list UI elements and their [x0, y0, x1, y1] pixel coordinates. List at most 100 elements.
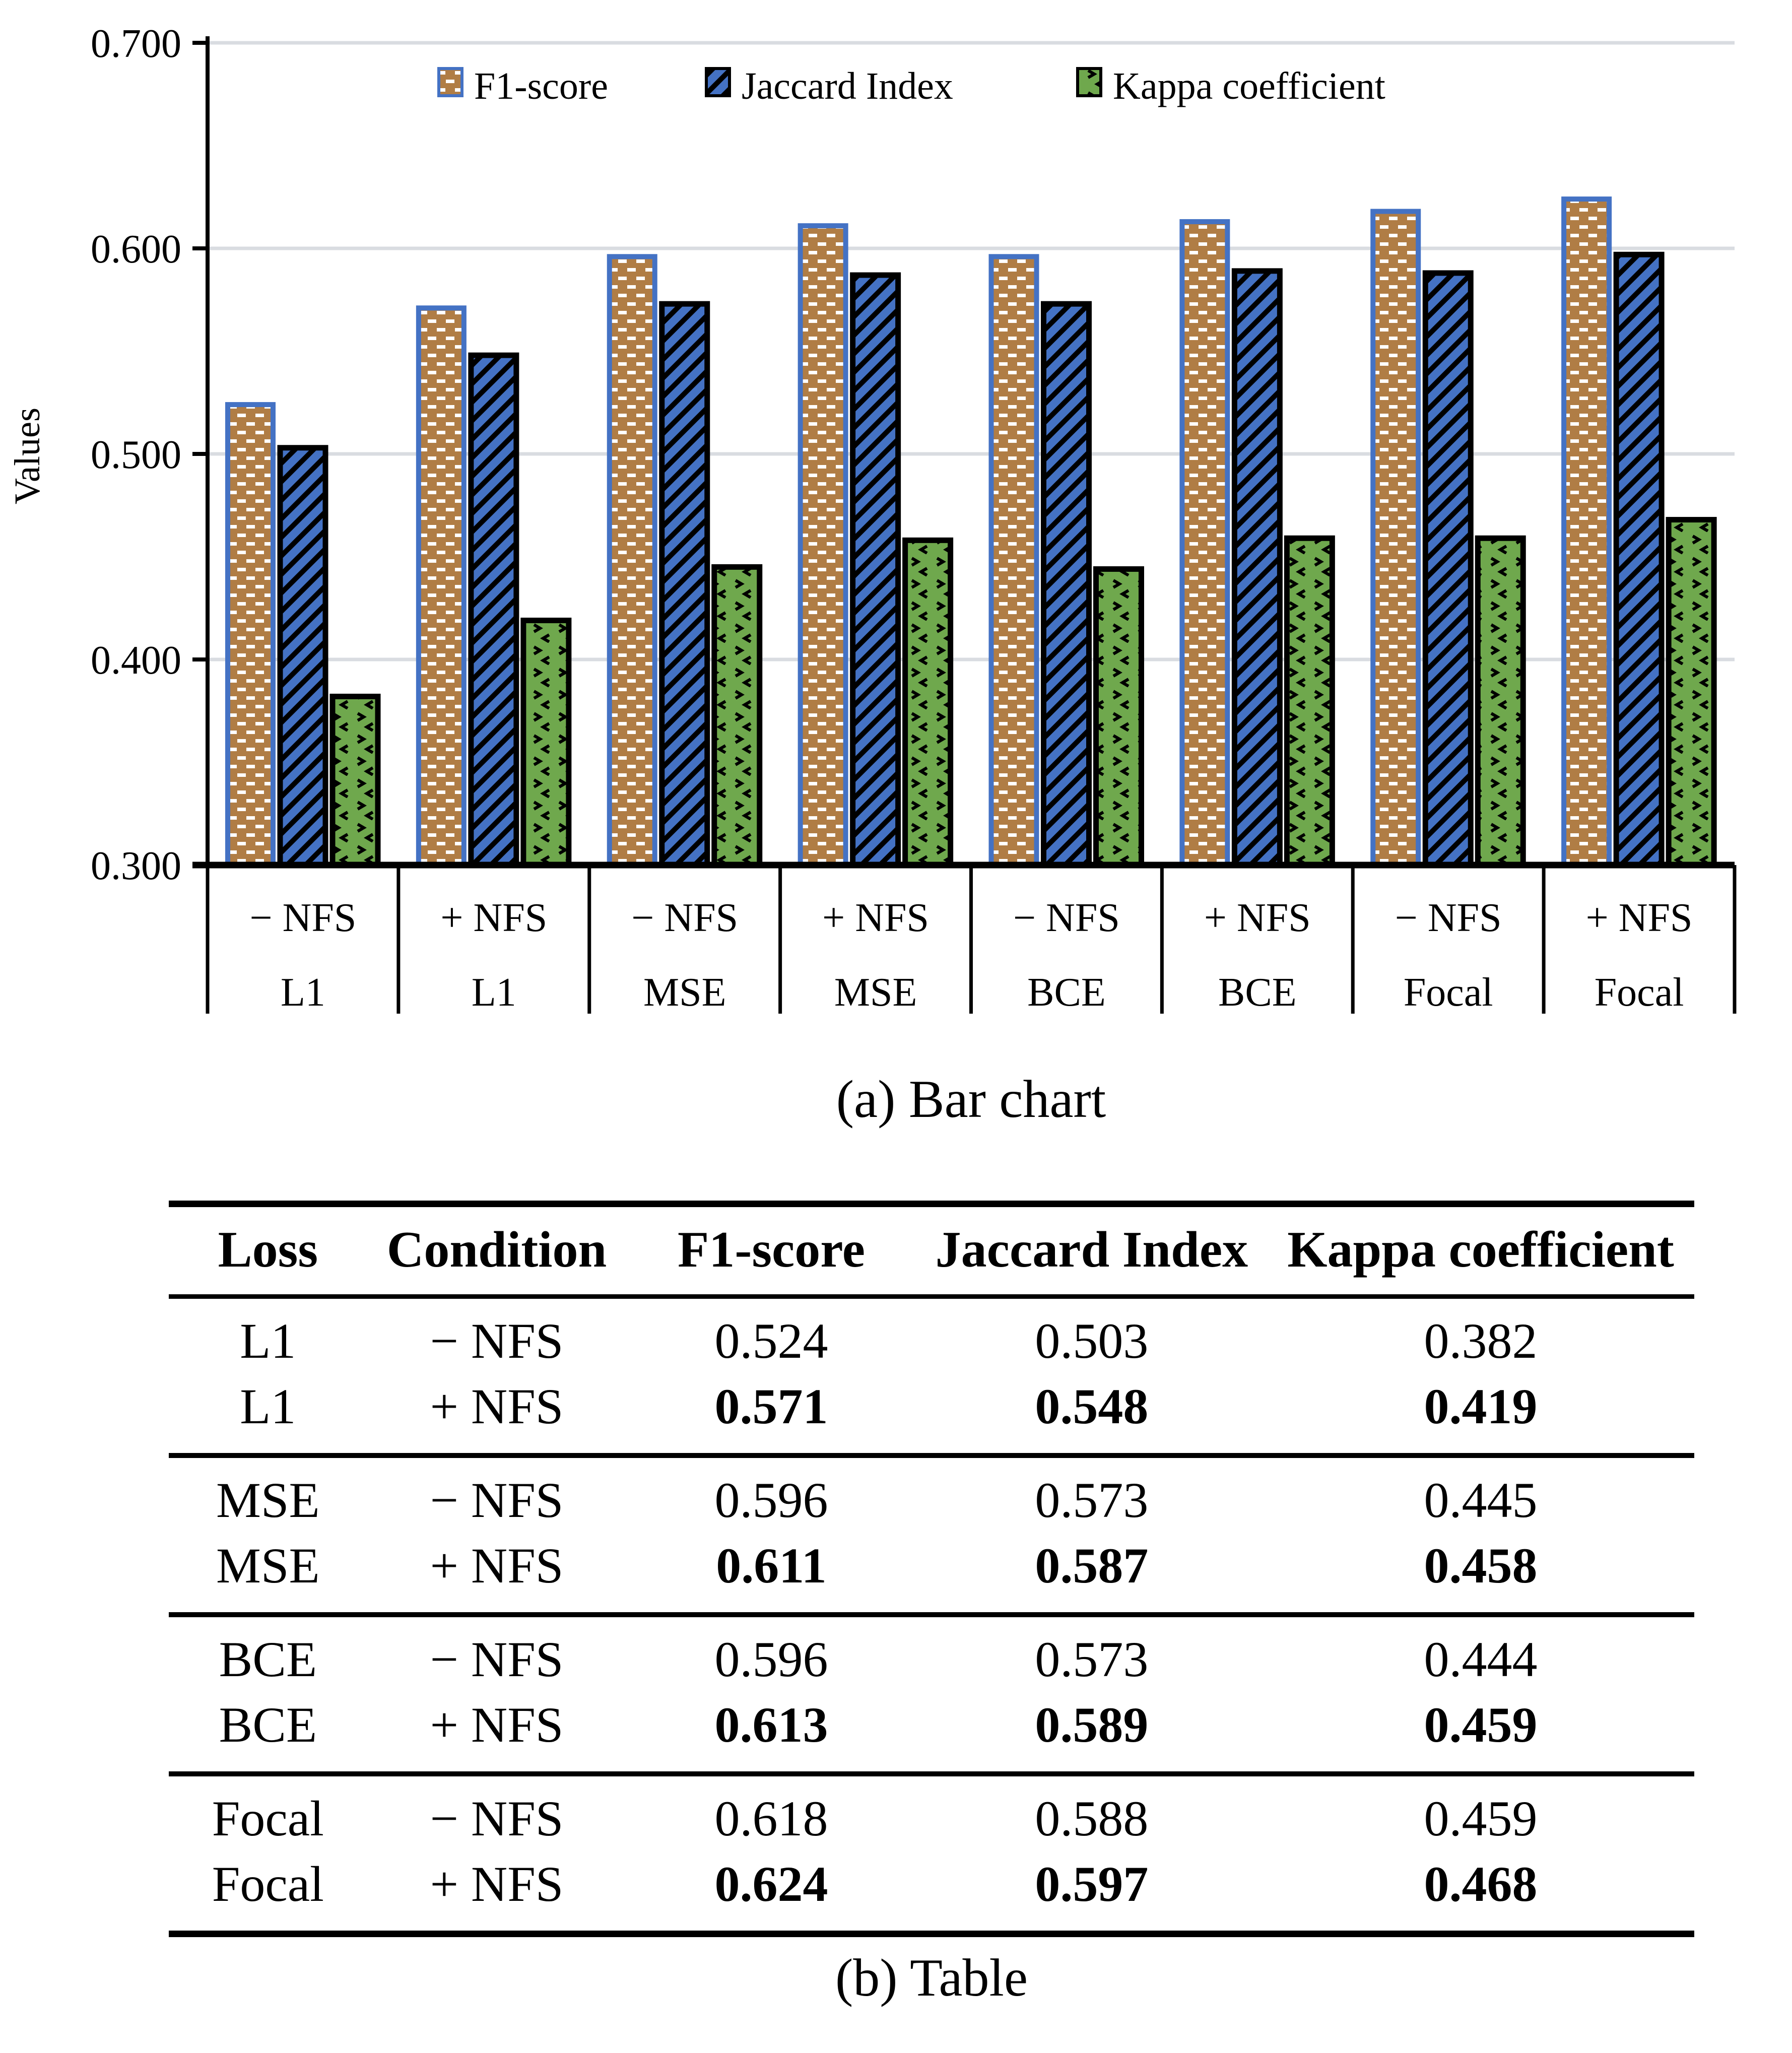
cell-jaccard: 0.588 [1035, 1790, 1149, 1846]
cell-jaccard: 0.573 [1035, 1472, 1149, 1528]
legend-item: Jaccard Index [705, 65, 953, 107]
y-tick-label: 0.500 [91, 433, 181, 477]
bar-f1-score-1 [416, 305, 467, 868]
bar-kappa-coefficient-4 [1093, 566, 1144, 868]
cell-kappa: 0.382 [1424, 1312, 1538, 1369]
cell-condition: + NFS [430, 1856, 564, 1912]
cell-loss: Focal [212, 1790, 324, 1846]
legend-swatch-jaccard-icon [705, 67, 731, 97]
bar-kappa-coefficient-2 [711, 564, 763, 868]
bar-jaccard-index-3 [850, 272, 901, 868]
cell-f1: 0.571 [714, 1378, 828, 1434]
bar-kappa-coefficient-7 [1666, 517, 1717, 868]
category-loss-label: MSE [834, 970, 917, 1015]
table-group-l1: L1 − NFS 0.524 0.503 0.382 L1 + NFS 0.57… [169, 1299, 1694, 1453]
bar-kappa-coefficient-5 [1284, 535, 1335, 868]
bar-jaccard-index-5 [1231, 268, 1283, 868]
cell-kappa: 0.459 [1424, 1790, 1538, 1846]
col-header-loss: Loss [218, 1221, 318, 1278]
cell-loss: BCE [219, 1631, 317, 1687]
col-header-jaccard: Jaccard Index [935, 1221, 1248, 1278]
bar-kappa-coefficient-3 [902, 537, 954, 868]
bar-chart: 0.300 0.400 0.500 0.600 0.700 − NFS L1 + NFS L1 −… [7, 22, 1737, 1015]
legend-label: Kappa coefficient [1113, 65, 1385, 107]
table-group-focal: Focal − NFS 0.618 0.588 0.459 Focal + NF… [169, 1771, 1694, 1931]
bar-f1-score-5 [1179, 219, 1230, 868]
y-tick-label: 0.700 [91, 22, 181, 66]
cell-f1: 0.611 [716, 1537, 827, 1594]
bar-kappa-coefficient-0 [329, 693, 381, 868]
cell-f1: 0.624 [714, 1856, 828, 1912]
caption-bar-chart: (a) Bar chart [836, 1070, 1106, 1129]
category-loss-label: MSE [643, 970, 726, 1015]
cell-kappa: 0.458 [1424, 1537, 1538, 1594]
cell-kappa: 0.445 [1424, 1472, 1538, 1528]
category-condition-label: − NFS [631, 896, 738, 940]
cell-f1: 0.524 [714, 1312, 828, 1369]
cell-condition: + NFS [430, 1378, 564, 1434]
legend-label: F1-score [474, 65, 608, 107]
cell-jaccard: 0.597 [1035, 1856, 1149, 1912]
cell-loss: L1 [240, 1312, 296, 1369]
y-axis-title: Values [7, 408, 47, 504]
cell-jaccard: 0.503 [1035, 1312, 1149, 1369]
table-row: L1 + NFS 0.571 0.548 0.419 [169, 1373, 1694, 1439]
cell-condition: − NFS [430, 1312, 564, 1369]
bar-chart-panel: 0.300 0.400 0.500 0.600 0.700 − NFS L1 + NFS L1 −… [7, 22, 1737, 1015]
y-tick-label: 0.300 [91, 844, 181, 888]
legend-label: Jaccard Index [742, 65, 953, 107]
col-header-kappa: Kappa coefficient [1287, 1221, 1674, 1278]
category-condition-label: + NFS [822, 896, 929, 940]
legend-item: Kappa coefficient [1076, 65, 1385, 107]
cell-loss: L1 [240, 1378, 296, 1434]
col-header-condition: Condition [386, 1221, 607, 1278]
table-group-bce: BCE − NFS 0.596 0.573 0.444 BCE + NFS 0.… [169, 1612, 1694, 1771]
bar-jaccard-index-2 [659, 301, 710, 868]
cell-loss: MSE [216, 1472, 320, 1528]
cell-kappa: 0.444 [1424, 1631, 1538, 1687]
table-row: Focal + NFS 0.624 0.597 0.468 [169, 1851, 1694, 1916]
cell-loss: Focal [212, 1856, 324, 1912]
category-condition-label: + NFS [440, 896, 547, 940]
bar-f1-score-2 [607, 254, 657, 868]
legend-item: F1-score [437, 65, 608, 107]
cell-kappa: 0.459 [1424, 1696, 1538, 1753]
bar-f1-score-3 [798, 223, 848, 868]
cell-condition: − NFS [430, 1790, 564, 1846]
table-row: MSE + NFS 0.611 0.587 0.458 [169, 1533, 1694, 1598]
cell-condition: − NFS [430, 1472, 564, 1528]
cell-loss: MSE [216, 1537, 320, 1594]
table-row: Focal − NFS 0.618 0.588 0.459 [169, 1785, 1694, 1851]
cell-condition: + NFS [430, 1696, 564, 1753]
category-condition-label: − NFS [250, 896, 357, 940]
y-tick-label: 0.600 [91, 227, 181, 272]
cell-kappa: 0.468 [1424, 1856, 1538, 1912]
category-condition-label: + NFS [1586, 896, 1693, 940]
legend-swatch-f1-icon [437, 67, 463, 97]
cell-condition: + NFS [430, 1537, 564, 1594]
cell-jaccard: 0.573 [1035, 1631, 1149, 1687]
bar-jaccard-index-1 [468, 352, 519, 868]
bar-jaccard-index-6 [1422, 270, 1474, 868]
category-condition-label: + NFS [1204, 896, 1311, 940]
bar-kappa-coefficient-6 [1475, 535, 1526, 868]
bar-f1-score-0 [225, 402, 276, 868]
category-condition-label: − NFS [1395, 896, 1502, 940]
cell-jaccard: 0.587 [1035, 1537, 1149, 1594]
y-tick-label: 0.400 [91, 638, 181, 683]
table-row: MSE − NFS 0.596 0.573 0.445 [169, 1467, 1694, 1533]
cell-jaccard: 0.589 [1035, 1696, 1149, 1753]
table-row: L1 − NFS 0.524 0.503 0.382 [169, 1308, 1694, 1373]
category-loss-label: Focal [1595, 970, 1684, 1015]
bar-f1-score-7 [1561, 196, 1612, 868]
category-loss-label: Focal [1404, 970, 1493, 1015]
legend: F1-score Jaccard Index Kappa coefficient [437, 65, 1385, 107]
table-header: Loss Condition F1-score Jaccard Index Ka… [169, 1207, 1694, 1299]
table-row: BCE + NFS 0.613 0.589 0.459 [169, 1692, 1694, 1757]
col-header-f1: F1-score [678, 1221, 865, 1278]
category-loss-label: L1 [472, 970, 516, 1015]
table-row: BCE − NFS 0.596 0.573 0.444 [169, 1626, 1694, 1692]
category-loss-label: BCE [1218, 970, 1297, 1015]
category-loss-label: BCE [1027, 970, 1106, 1015]
